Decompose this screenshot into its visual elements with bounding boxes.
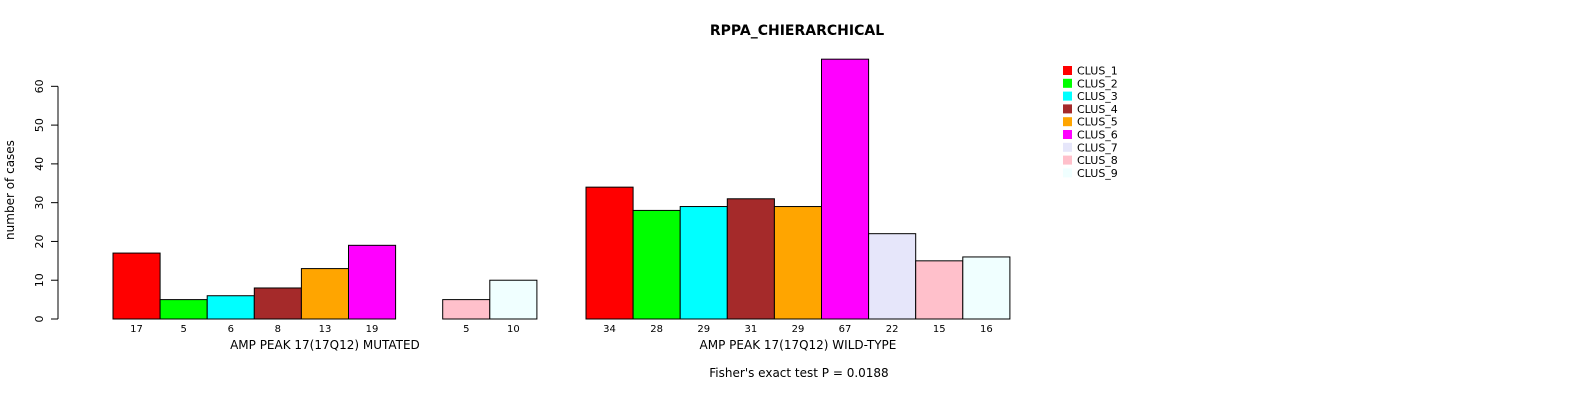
y-tick-label: 40 bbox=[33, 157, 46, 171]
group-label: AMP PEAK 17(17Q12) MUTATED bbox=[230, 338, 420, 352]
legend-swatch bbox=[1063, 117, 1072, 127]
bar-count-label: 19 bbox=[366, 324, 379, 335]
bar-clus-3 bbox=[206, 295, 255, 320]
y-tick-label: 50 bbox=[33, 118, 46, 132]
bar-count-label: 16 bbox=[980, 324, 993, 335]
bar-clus-6 bbox=[821, 58, 870, 320]
y-tick-label: 0 bbox=[33, 316, 46, 323]
y-tick-label: 30 bbox=[33, 196, 46, 210]
bar-count-label: 22 bbox=[886, 324, 899, 335]
legend-swatch bbox=[1063, 142, 1072, 152]
bar-clus-7 bbox=[868, 233, 917, 320]
legend-label: CLUS_3 bbox=[1077, 90, 1118, 103]
bar-count-label: 5 bbox=[463, 324, 469, 335]
bar-count-label: 34 bbox=[603, 324, 616, 335]
group-label: AMP PEAK 17(17Q12) WILD-TYPE bbox=[700, 338, 897, 352]
bar-clus-5 bbox=[773, 206, 823, 320]
bar-clus-1 bbox=[112, 252, 161, 320]
fisher-test-note: Fisher's exact test P = 0.0188 bbox=[709, 366, 888, 380]
bar-clus-1 bbox=[585, 186, 634, 320]
bar-count-label: 67 bbox=[839, 324, 852, 335]
legend-label: CLUS_7 bbox=[1077, 141, 1118, 154]
legend-label: CLUS_1 bbox=[1077, 65, 1118, 78]
legend-swatch bbox=[1063, 66, 1072, 75]
legend-label: CLUS_9 bbox=[1077, 167, 1118, 180]
bars bbox=[112, 58, 1011, 320]
y-tick-label: 10 bbox=[33, 273, 46, 287]
bar-clus-9 bbox=[489, 279, 538, 320]
y-axis-label: number of cases bbox=[3, 140, 17, 240]
count-labels: 17 5 6 8 13 19 5 10 34 28 29 31 29 67 22 15 16 bbox=[130, 324, 993, 335]
bar-count-label: 31 bbox=[744, 324, 757, 335]
legend-label: CLUS_5 bbox=[1077, 116, 1118, 129]
bar-clus-8 bbox=[915, 260, 964, 320]
legend-swatch bbox=[1063, 78, 1072, 88]
y-tick-label: 20 bbox=[33, 234, 46, 248]
legend-label: CLUS_4 bbox=[1077, 103, 1118, 116]
group-labels: AMP PEAK 17(17Q12) MUTATED AMP PEAK 17(17… bbox=[230, 338, 896, 352]
bar-clus-2 bbox=[159, 299, 208, 320]
bar-count-label: 17 bbox=[130, 324, 143, 335]
bar-clus-8 bbox=[442, 299, 491, 320]
bar-count-label: 5 bbox=[180, 324, 186, 335]
legend-swatch bbox=[1063, 104, 1072, 114]
bar-count-label: 29 bbox=[792, 324, 805, 335]
bar-count-label: 28 bbox=[650, 324, 663, 335]
bar-clus-6 bbox=[348, 244, 397, 320]
bar-clus-5 bbox=[300, 268, 349, 320]
bar-clus-2 bbox=[632, 209, 681, 320]
bar-count-label: 8 bbox=[275, 324, 281, 335]
legend-swatch bbox=[1063, 130, 1072, 139]
legend-swatch bbox=[1063, 155, 1072, 165]
bar-count-label: 10 bbox=[507, 324, 520, 335]
legend-label: CLUS_8 bbox=[1077, 154, 1118, 167]
bar-clus-3 bbox=[679, 206, 728, 320]
bar-count-label: 13 bbox=[319, 324, 332, 335]
legend-swatch bbox=[1063, 91, 1072, 101]
bar-count-label: 6 bbox=[228, 324, 234, 335]
bar-count-label: 29 bbox=[697, 324, 710, 335]
legend-label: CLUS_6 bbox=[1077, 129, 1118, 142]
legend-label: CLUS_2 bbox=[1077, 77, 1118, 90]
y-tick-label: 60 bbox=[33, 79, 46, 93]
chart-title: RPPA_CHIERARCHICAL bbox=[710, 23, 884, 39]
y-axis: 0 10 20 30 40 50 60 bbox=[33, 79, 59, 323]
legend: CLUS_1CLUS_2CLUS_3CLUS_4CLUS_5CLUS_6CLUS… bbox=[1063, 65, 1118, 180]
bar-clus-4 bbox=[726, 198, 775, 320]
bar-clus-4 bbox=[253, 287, 302, 320]
bar-count-label: 15 bbox=[933, 324, 946, 335]
bar-clus-9 bbox=[962, 256, 1011, 320]
legend-swatch bbox=[1063, 168, 1072, 178]
